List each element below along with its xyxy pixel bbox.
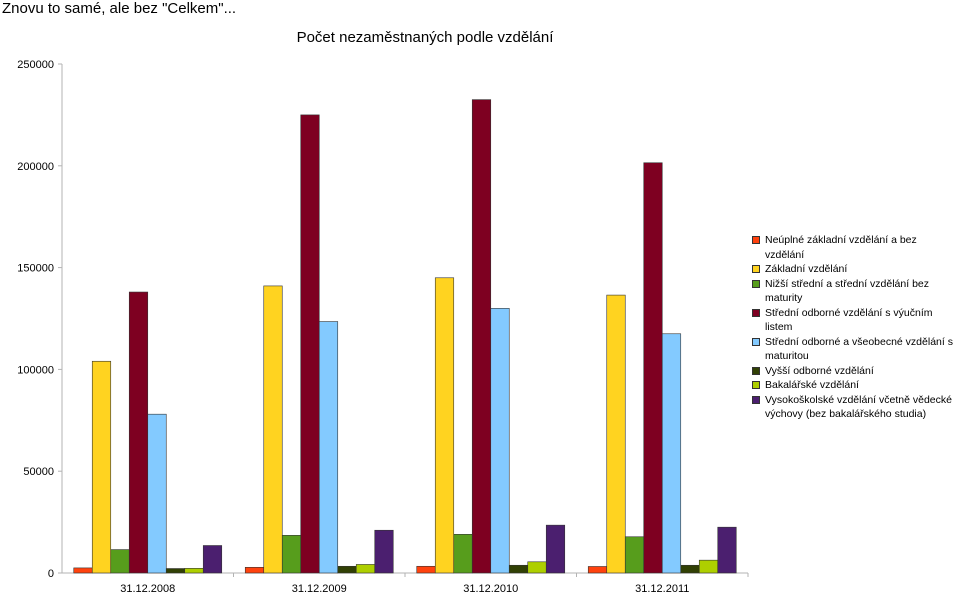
bar <box>202 545 223 574</box>
x-tick-label: 31.12.2011 <box>635 583 689 594</box>
legend-swatch <box>752 395 760 404</box>
legend-item: Neúplné základní vzdělání a bez vzdělání <box>752 233 958 262</box>
bar <box>165 568 186 574</box>
legend-label: Vyšší odborné vzdělání <box>765 364 874 377</box>
bar <box>545 524 566 574</box>
legend-item: Střední odborné a všeobecné vzdělání s m… <box>752 335 958 364</box>
bar <box>471 99 492 574</box>
bar <box>281 535 302 574</box>
bar <box>374 529 394 574</box>
bar <box>643 162 663 574</box>
bar <box>624 536 645 574</box>
bar <box>698 559 719 574</box>
bar <box>147 413 167 574</box>
bar <box>337 565 357 574</box>
bar <box>416 565 436 574</box>
chart-legend: Neúplné základní vzdělání a bez vzdělání… <box>752 233 958 422</box>
legend-item: Nižší střední a střední vzdělání bez mat… <box>752 277 958 306</box>
legend-item: Bakalářské vzdělání <box>752 378 958 393</box>
bar <box>244 566 265 574</box>
bar <box>453 534 473 574</box>
chart-title: Počet nezaměstnaných podle vzdělání <box>297 29 555 46</box>
bar <box>91 360 112 574</box>
legend-label: Střední odborné a všeobecné vzdělání s m… <box>765 335 953 363</box>
legend-label: Nižší střední a střední vzdělání bez mat… <box>765 277 929 305</box>
y-tick-label: 150000 <box>17 263 54 275</box>
x-tick-label: 31.12.2009 <box>292 583 347 594</box>
bar <box>587 566 608 574</box>
legend-label: Základní vzdělání <box>765 263 848 275</box>
bar <box>184 568 204 574</box>
legend-item: Základní vzdělání <box>752 262 958 277</box>
bar <box>717 526 737 574</box>
bar <box>680 564 700 574</box>
x-tick-label: 31.12.2010 <box>463 583 518 594</box>
legend-item: Vyšší odborné vzdělání <box>752 364 958 379</box>
bar <box>263 285 283 574</box>
y-tick-label: 200000 <box>17 161 54 173</box>
bar <box>318 321 339 574</box>
bar <box>73 567 93 574</box>
legend-swatch <box>752 279 760 288</box>
bar <box>300 114 320 574</box>
y-tick-label: 100000 <box>17 364 54 376</box>
bar <box>508 564 529 574</box>
x-tick-label: 31.12.2008 <box>120 583 175 594</box>
legend-swatch <box>752 366 760 375</box>
legend-item: Střední odborné vzdělání s výučním liste… <box>752 306 958 335</box>
legend-swatch <box>752 265 760 273</box>
bar <box>110 549 130 574</box>
bar <box>355 564 376 574</box>
bar <box>434 277 455 574</box>
legend-label: Střední odborné vzdělání s výučním liste… <box>765 306 933 334</box>
legend-label: Neúplné základní vzdělání a bez vzdělání <box>765 234 917 261</box>
y-tick-label: 250000 <box>17 59 54 71</box>
y-tick-label: 0 <box>48 568 54 580</box>
legend-swatch <box>752 236 760 244</box>
legend-item: Vysokoškolské vzdělání včetně vědecké vý… <box>752 393 958 422</box>
y-tick-label: 50000 <box>23 466 54 478</box>
legend-label: Bakalářské vzdělání <box>765 379 859 391</box>
legend-label: Vysokoškolské vzdělání včetně vědecké vý… <box>765 393 952 421</box>
bar <box>606 294 626 574</box>
legend-swatch <box>752 337 760 346</box>
legend-swatch <box>752 308 760 317</box>
legend-swatch <box>752 381 760 389</box>
window-title: Znovu to samé, ale bez "Celkem"... <box>2 0 237 17</box>
bar <box>661 333 682 574</box>
bar <box>128 291 149 574</box>
bar <box>490 308 510 574</box>
bar <box>527 561 547 574</box>
